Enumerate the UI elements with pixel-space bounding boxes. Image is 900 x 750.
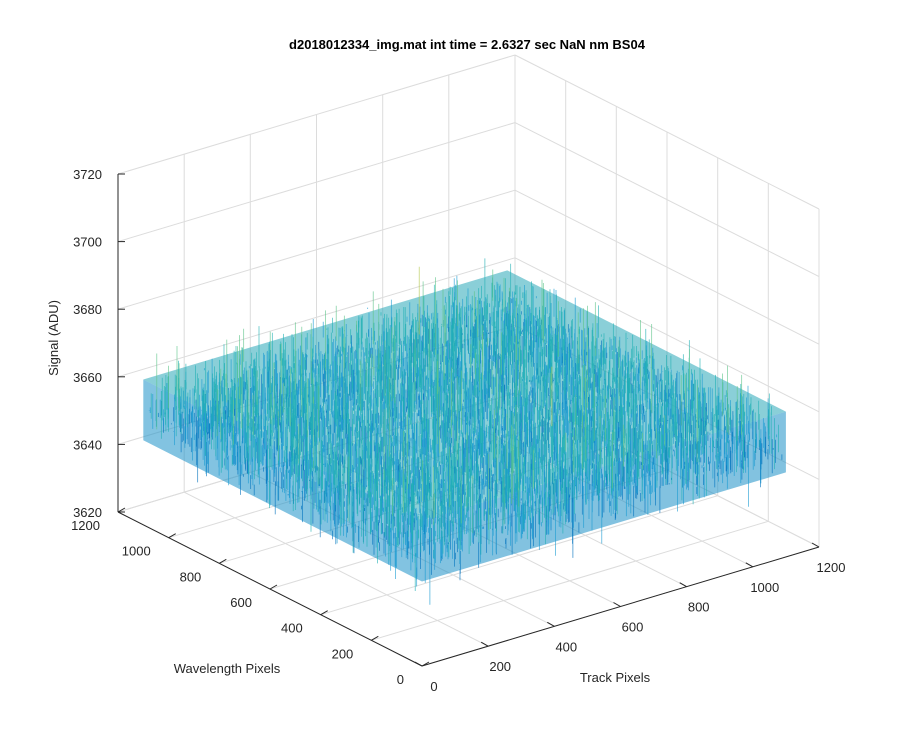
surface-spikes <box>156 269 743 534</box>
surface-spikes <box>418 266 553 427</box>
y-tick-label: 0 <box>397 672 404 687</box>
y-tick-label: 600 <box>230 595 252 610</box>
y-axis-label: Wavelength Pixels <box>174 661 281 676</box>
y-tick-label: 800 <box>180 569 202 584</box>
y-tick-mark <box>421 661 430 667</box>
grid-line <box>320 495 718 616</box>
z-tick-label: 3640 <box>73 437 102 452</box>
x-tick-mark <box>613 602 621 607</box>
y-tick-mark <box>219 558 227 564</box>
grid-line <box>117 54 516 175</box>
y-tick-label: 200 <box>332 646 354 661</box>
surface <box>143 258 786 605</box>
y-tick-label: 400 <box>281 621 303 636</box>
x-tick-label: 1200 <box>817 560 846 575</box>
grid-line <box>514 257 820 413</box>
z-tick-label: 3660 <box>73 370 102 385</box>
grid-line <box>514 54 820 210</box>
z-tick-label: 3720 <box>73 167 102 182</box>
x-tick-mark <box>745 562 754 568</box>
y-tick-mark <box>168 533 176 539</box>
x-tick-label: 200 <box>489 659 511 674</box>
grid-line <box>117 257 516 378</box>
x-tick-label: 400 <box>555 639 577 654</box>
x-tick-label: 600 <box>622 620 644 635</box>
ticks-layer: 0 200 400 600 800 1000 1200 0 200 400 600 800 1000 12… <box>71 167 845 694</box>
x-tick-label: 0 <box>430 679 437 694</box>
grid-line <box>514 189 820 345</box>
z-tick-label: 3700 <box>73 235 102 250</box>
z-axis-label: Signal (ADU) <box>46 300 61 376</box>
y-tick-mark <box>269 584 278 590</box>
grid-line <box>117 189 516 310</box>
y-tick-label: 1200 <box>71 518 100 533</box>
x-tick-label: 1000 <box>750 580 779 595</box>
grid-line <box>117 122 516 243</box>
x-axis-label: Track Pixels <box>580 670 651 685</box>
x-tick-mark <box>679 582 687 588</box>
x-tick-mark <box>811 542 820 548</box>
y-tick-label: 1000 <box>122 544 151 559</box>
grid-line <box>371 520 769 641</box>
x-tick-mark <box>414 661 423 667</box>
y-tick-mark <box>371 635 379 641</box>
x-tick-mark <box>480 641 489 647</box>
x-tick-label: 800 <box>688 600 710 615</box>
y-tick-mark <box>320 610 328 616</box>
y-tick-mark <box>117 507 126 513</box>
chart-title: d2018012334_img.mat int time = 2.6327 se… <box>289 37 646 52</box>
x-tick-mark <box>547 621 555 627</box>
z-tick-label: 3620 <box>73 505 102 520</box>
surface-spikes <box>150 258 779 591</box>
grid-line <box>514 122 820 278</box>
z-tick-label: 3680 <box>73 302 102 317</box>
